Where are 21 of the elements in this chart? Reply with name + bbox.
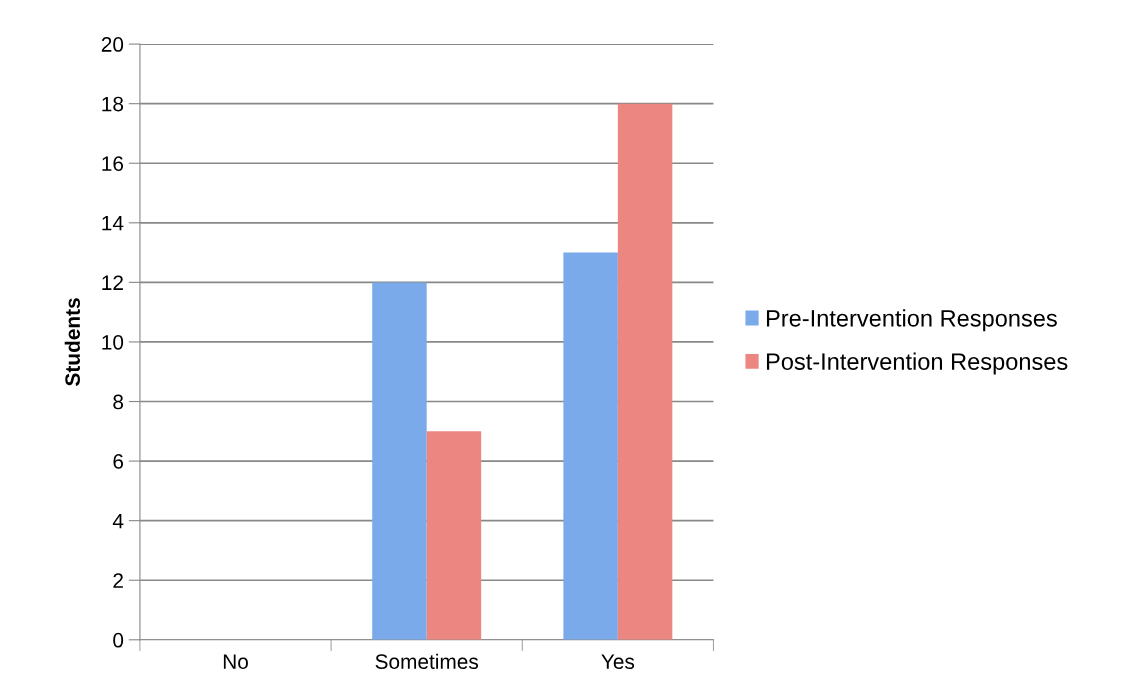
- x-tick-label: Sometimes: [375, 653, 479, 669]
- y-tick-label: 10: [102, 334, 124, 350]
- y-tick-label: 20: [101, 37, 124, 52]
- legend-label: Pre-Intervention Responses: [766, 309, 1057, 332]
- y-tick-label: 18: [102, 96, 124, 112]
- y-tick-label: 14: [102, 216, 124, 231]
- y-tick-label: 2: [113, 573, 123, 588]
- bar: [426, 431, 482, 640]
- y-tick-label: 12: [102, 275, 123, 290]
- y-tick-label: 0: [113, 632, 124, 648]
- y-tick-label: 16: [102, 156, 124, 171]
- bar: [372, 282, 427, 640]
- y-tick-label: 6: [113, 454, 124, 469]
- y-tick-label: 8: [113, 394, 124, 410]
- y-tick-label: 4: [112, 513, 124, 529]
- bar: [563, 252, 618, 640]
- x-tick-label: No: [223, 654, 248, 669]
- y-axis-title: Students: [64, 298, 81, 386]
- x-tick-label: Yes: [601, 654, 635, 669]
- bar: [617, 103, 673, 640]
- legend-label: Post-Intervention Responses: [766, 352, 1068, 375]
